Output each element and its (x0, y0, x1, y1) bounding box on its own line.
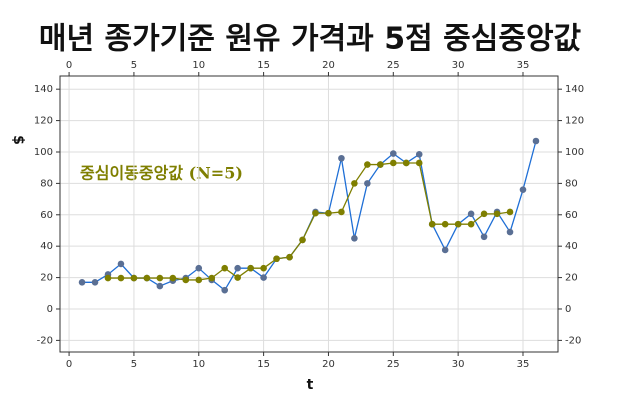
data-point (467, 210, 475, 218)
data-point (234, 264, 241, 272)
data-point (260, 274, 267, 281)
data-point (78, 278, 86, 286)
data-point (195, 276, 203, 284)
data-point (506, 228, 514, 236)
y-tick-label: 0 (47, 304, 53, 315)
y-tick-label: 80 (40, 178, 53, 189)
data-point (389, 159, 397, 167)
data-point (480, 210, 488, 218)
y-tick-label: 80 (565, 178, 578, 189)
data-point (247, 264, 254, 272)
data-point (260, 264, 267, 272)
y-tick-label: 140 (565, 84, 584, 95)
y-tick-label: 120 (565, 116, 584, 127)
data-point (441, 246, 449, 254)
y-tick-label: 0 (565, 304, 571, 315)
plot-frame (59, 75, 559, 353)
y-tick-label: 40 (565, 241, 578, 252)
x-tick-label: 5 (131, 359, 137, 370)
x-tick-label: 30 (452, 60, 465, 71)
x-tick-label: 15 (257, 359, 270, 370)
data-point (325, 209, 332, 217)
data-point (506, 208, 514, 216)
x-tick-label: 35 (517, 359, 530, 370)
x-tick-label: 5 (131, 60, 137, 71)
data-point (208, 274, 216, 282)
data-point (480, 233, 488, 241)
data-point (415, 151, 423, 158)
data-point (377, 161, 384, 168)
data-point (441, 220, 449, 228)
x-tick-label: 30 (452, 359, 465, 370)
x-tick-label: 10 (192, 60, 205, 71)
y-tick-label: 100 (565, 147, 584, 158)
data-point (182, 276, 190, 284)
data-point (364, 161, 371, 168)
data-point (234, 274, 241, 281)
x-tick-label: 35 (517, 60, 530, 71)
data-point (415, 159, 423, 167)
data-point (467, 220, 475, 228)
x-tick-label: 20 (322, 60, 335, 71)
data-point (389, 150, 397, 157)
data-point (156, 282, 164, 290)
data-point (312, 209, 319, 217)
data-point (532, 137, 540, 145)
data-point (156, 274, 164, 282)
data-point (351, 180, 358, 187)
x-axis-label: t (307, 377, 314, 393)
x-tick-label: 15 (257, 60, 270, 71)
y-tick-label: 20 (40, 273, 53, 284)
data-point (299, 236, 306, 244)
data-point (104, 274, 112, 282)
y-tick-label: -20 (37, 335, 53, 346)
y-tick-label: 120 (34, 116, 53, 127)
data-point (195, 264, 203, 272)
data-point (351, 235, 358, 242)
x-tick-label: 0 (66, 60, 72, 71)
y-tick-label: 20 (565, 273, 578, 284)
data-point (117, 260, 125, 268)
data-point (519, 186, 527, 193)
data-point (364, 180, 371, 187)
data-point (454, 220, 462, 228)
y-tick-label: 100 (34, 147, 53, 158)
data-point (169, 274, 177, 282)
x-tick-label: 25 (387, 60, 400, 71)
x-tick-label: 20 (322, 359, 335, 370)
data-point (493, 210, 501, 218)
data-point (91, 278, 99, 286)
data-point (273, 255, 280, 263)
x-tick-label: 10 (192, 359, 205, 370)
data-point (221, 286, 229, 294)
chart-title: 매년 종가기준 원유 가격과 5점 중심중앙값 (39, 22, 582, 57)
data-point (130, 274, 138, 282)
annotation: 중심이동중앙값 (N=5) (80, 164, 243, 183)
y-tick-label: 140 (34, 84, 53, 95)
data-point (338, 154, 345, 162)
data-point (117, 274, 125, 282)
data-point (428, 220, 436, 228)
data-point (221, 264, 229, 272)
x-tick-label: 0 (66, 359, 72, 370)
y-tick-label: -20 (565, 335, 581, 346)
data-point (143, 274, 151, 282)
x-tick-label: 25 (387, 359, 400, 370)
y-tick-label: 60 (565, 210, 578, 221)
y-tick-label: 40 (40, 241, 53, 252)
data-point (286, 253, 293, 261)
y-tick-label: 60 (40, 210, 53, 221)
data-point (402, 159, 410, 167)
y-axis-label: $ (10, 135, 26, 145)
data-point (338, 208, 345, 216)
